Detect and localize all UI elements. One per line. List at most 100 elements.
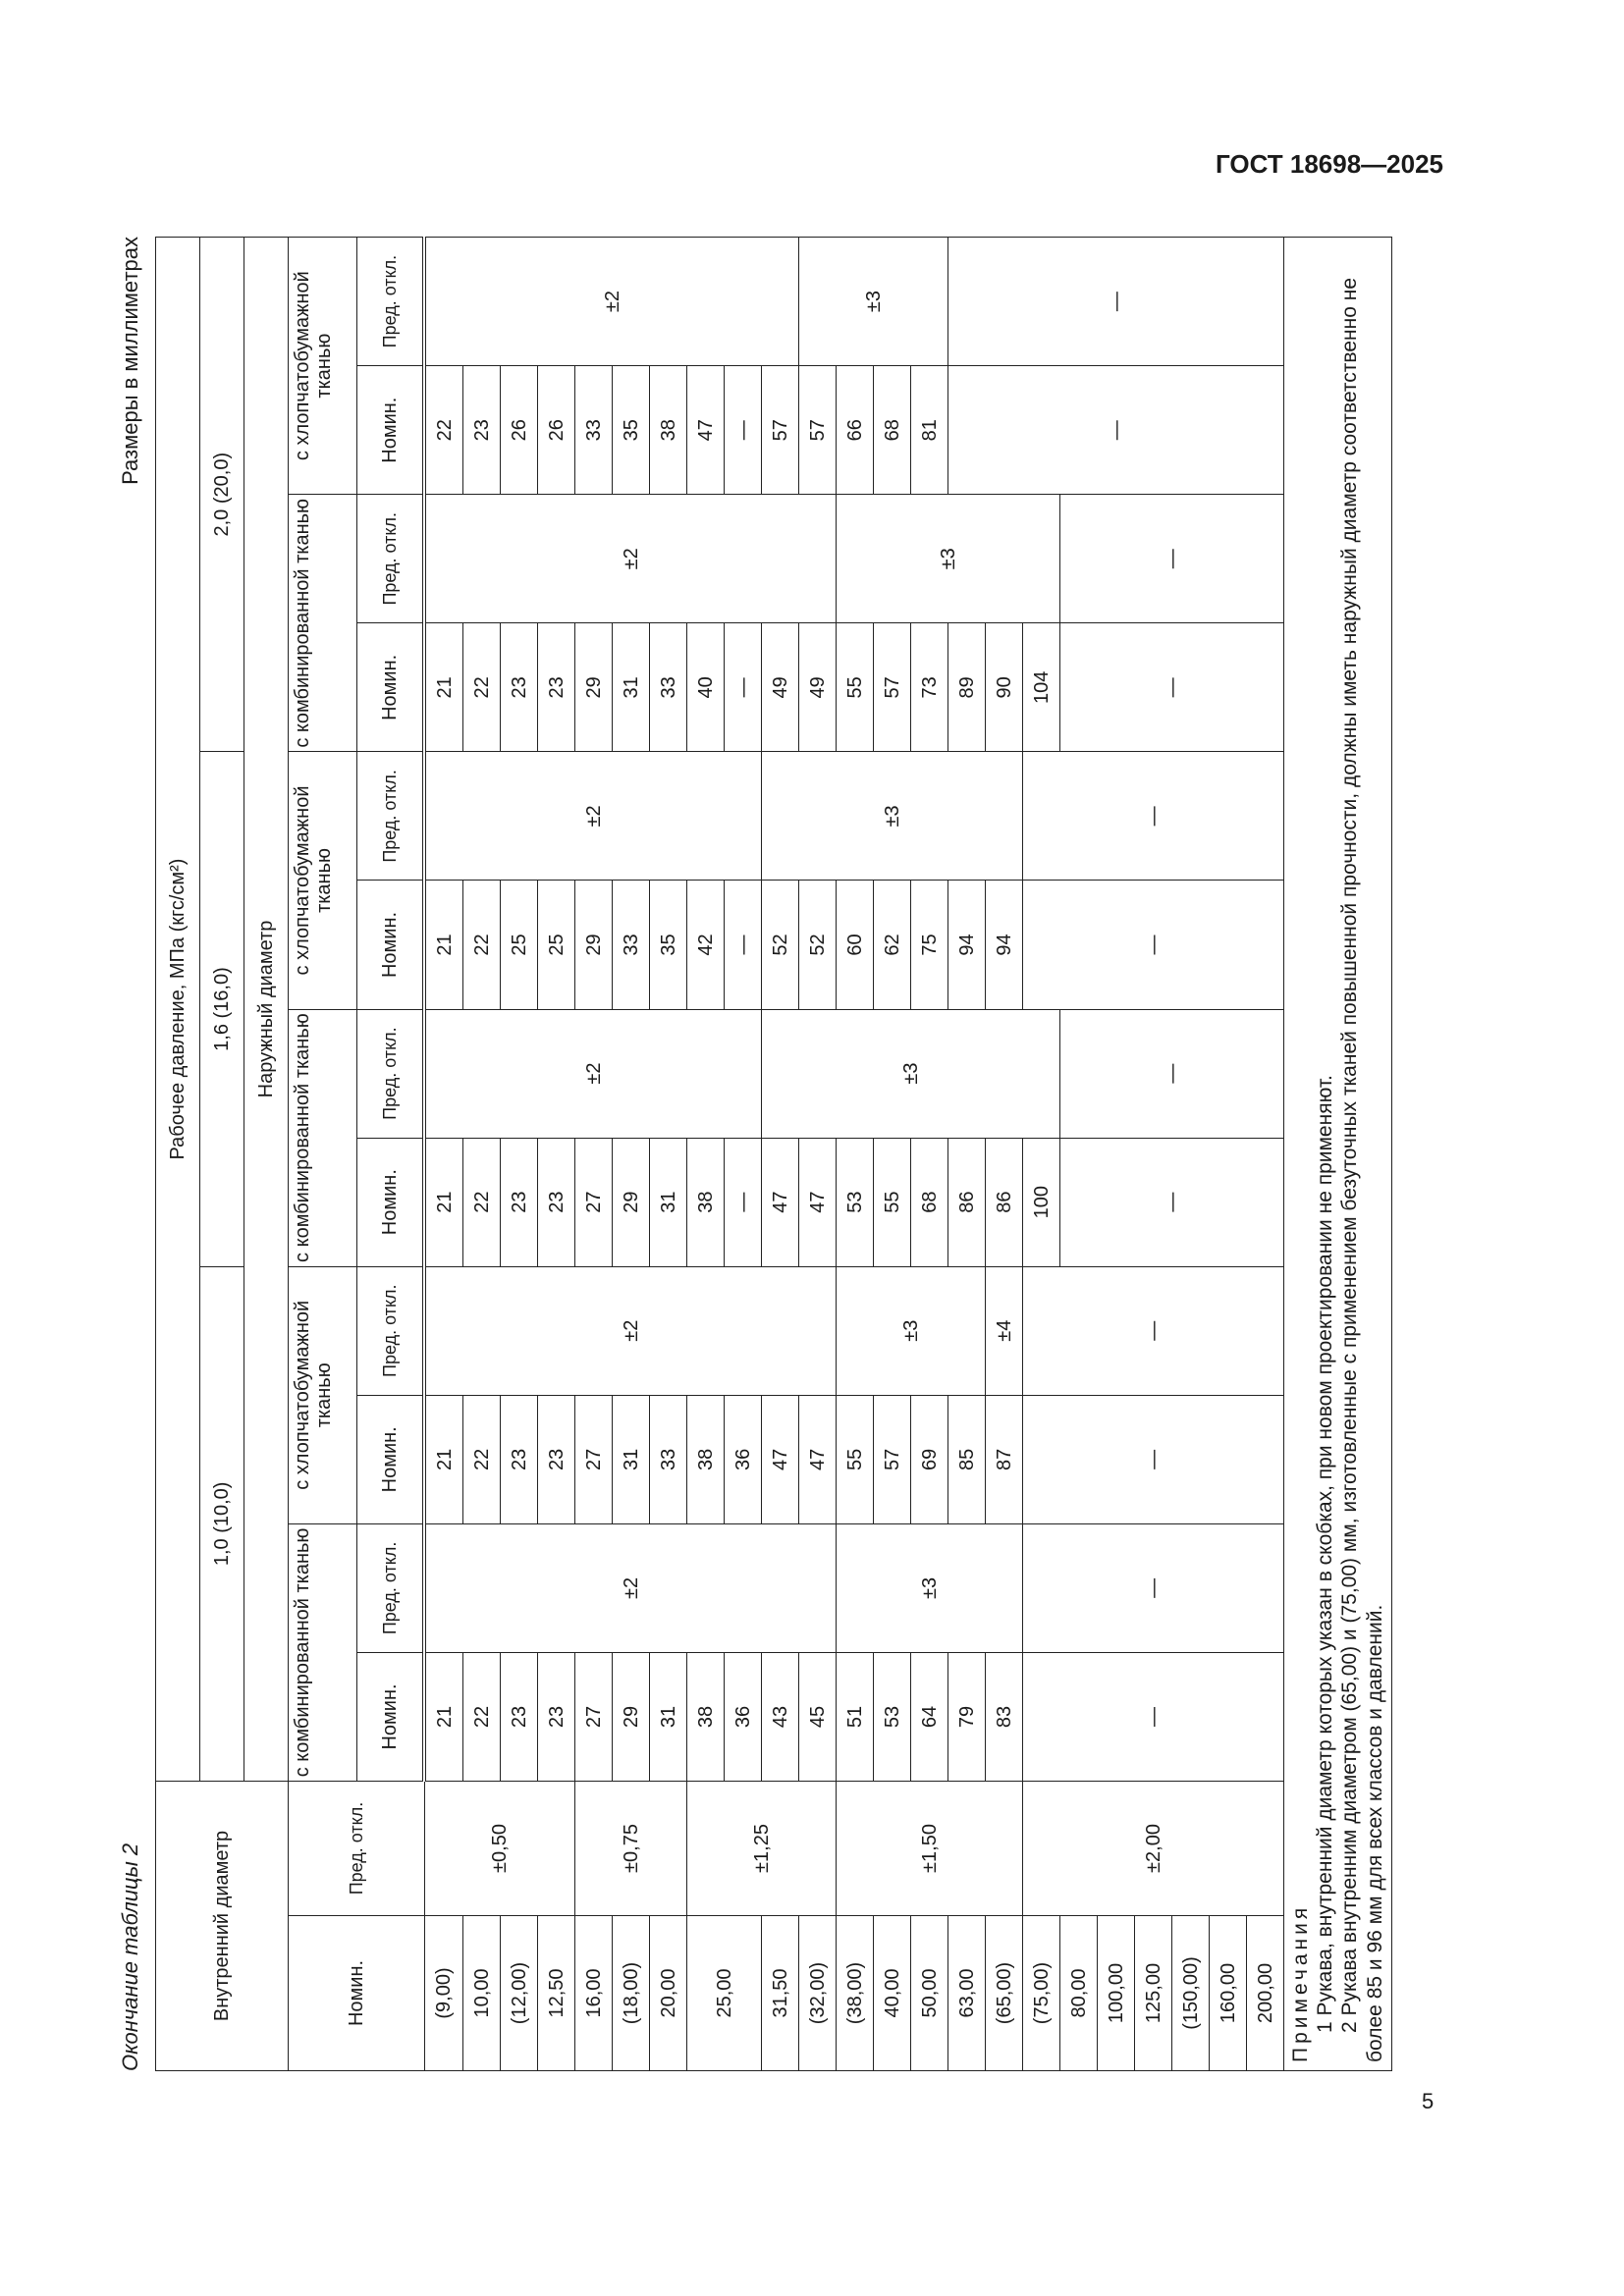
- document-code: ГОСТ 18698—2025: [1216, 149, 1443, 179]
- cell-p1-cotton-tol: ±3: [836, 1266, 986, 1396]
- cell-p2-cotton-nom: 21: [424, 880, 463, 1010]
- cell-p1-combined-nom: 79: [947, 1652, 986, 1782]
- cell-p2-cotton-tol: —: [1022, 751, 1284, 881]
- cell-inner-nom: 200,00: [1246, 1915, 1284, 2071]
- cell-p3-combined-tol: —: [1059, 494, 1284, 623]
- cell-p1-combined-nom: 31: [649, 1652, 687, 1782]
- cell-p3-cotton-nom: —: [947, 365, 1284, 495]
- header-p3-cotton: с хлопчатобумажной тканью: [288, 237, 357, 495]
- cell-inner-nom: (9,00): [424, 1915, 463, 2071]
- cell-p2-combined-nom: 68: [910, 1138, 948, 1267]
- cell-p2-combined-nom: 22: [462, 1138, 501, 1267]
- header-p3-combined: с комбинированной тканью: [288, 494, 357, 752]
- cell-inner-tol: ±2,00: [1022, 1781, 1284, 1916]
- cell-p1-cotton-nom: 27: [574, 1395, 613, 1524]
- header-pressure-2: 1,6 (16,0): [199, 751, 244, 1267]
- cell-inner-nom: 25,00: [686, 1915, 762, 2071]
- cell-inner-nom: 40,00: [873, 1915, 911, 2071]
- cell-inner-nom: 12,50: [537, 1915, 575, 2071]
- notes-title: Примечания: [1289, 1903, 1312, 2062]
- cell-p2-cotton-nom: 25: [537, 880, 575, 1010]
- subheader-tol: Пред. откл.: [356, 237, 424, 366]
- cell-p1-cotton-nom: 69: [910, 1395, 948, 1524]
- cell-p1-cotton-nom: 22: [462, 1395, 501, 1524]
- cell-p3-cotton-tol: ±3: [798, 237, 948, 366]
- cell-p2-combined-nom: 38: [686, 1138, 725, 1267]
- cell-p3-combined-nom: 40: [686, 622, 725, 752]
- header-p1-combined: с комбинированной тканью: [288, 1523, 357, 1782]
- cell-p1-cotton-nom: 85: [947, 1395, 986, 1524]
- cell-inner-nom: 16,00: [574, 1915, 613, 2071]
- cell-p1-combined-nom: 51: [836, 1652, 874, 1782]
- cell-p2-combined-nom: 47: [761, 1138, 799, 1267]
- subheader-tol: Пред. откл.: [356, 751, 424, 881]
- cell-inner-nom: 31,50: [761, 1915, 799, 2071]
- cell-p3-cotton-nom: 33: [574, 365, 613, 495]
- cell-p1-combined-nom: 38: [686, 1652, 725, 1782]
- cell-p1-combined-nom: 43: [761, 1652, 799, 1782]
- subheader-tol: Пред. откл.: [356, 1009, 424, 1139]
- cell-p1-cotton-nom: 87: [985, 1395, 1023, 1524]
- cell-p3-combined-nom: 29: [574, 622, 613, 752]
- cell-p1-combined-tol: —: [1022, 1523, 1284, 1653]
- header-p2-combined: с комбинированной тканью: [288, 1009, 357, 1267]
- cell-p2-cotton-nom: 52: [761, 880, 799, 1010]
- cell-p2-combined-nom: 100: [1022, 1138, 1060, 1267]
- cell-p2-combined-tol: —: [1059, 1009, 1284, 1139]
- cell-inner-tol: ±1,50: [836, 1781, 1023, 1916]
- cell-p2-combined-tol: ±2: [424, 1009, 762, 1139]
- note-2: 2 Рукава внутренним диаметром (65,00) и …: [1338, 277, 1386, 2062]
- cell-p2-cotton-nom: 52: [798, 880, 837, 1010]
- cell-p1-cotton-nom: 23: [537, 1395, 575, 1524]
- cell-p2-cotton-nom: 33: [612, 880, 650, 1010]
- cell-inner-tol: ±1,25: [686, 1781, 837, 1916]
- cell-p2-combined-nom: 55: [873, 1138, 911, 1267]
- header-pressure-1: 1,0 (10,0): [199, 1266, 244, 1782]
- table-notes: Примечания 1 Рукава, внутренний диаметр …: [1283, 237, 1392, 2071]
- cell-p1-cotton-nom: 47: [798, 1395, 837, 1524]
- page-number: 5: [1422, 2089, 1435, 2113]
- cell-p1-cotton-nom: 33: [649, 1395, 687, 1524]
- cell-p1-combined-nom: 53: [873, 1652, 911, 1782]
- cell-p3-combined-nom: 89: [947, 622, 986, 752]
- cell-p3-combined-nom: —: [724, 622, 762, 752]
- cell-inner-nom: 10,00: [462, 1915, 501, 2071]
- cell-p1-combined-tol: ±2: [424, 1523, 837, 1653]
- rotated-table-block: Окончание таблицы 2 Размеры в миллиметра…: [110, 237, 1396, 2071]
- cell-p3-cotton-nom: 81: [910, 365, 948, 495]
- cell-p1-cotton-nom: —: [1022, 1395, 1284, 1524]
- cell-p3-cotton-nom: —: [724, 365, 762, 495]
- cell-p1-combined-nom: 27: [574, 1652, 613, 1782]
- cell-p3-combined-nom: 21: [424, 622, 463, 752]
- cell-p3-cotton-nom: 57: [761, 365, 799, 495]
- cell-p2-cotton-nom: 25: [500, 880, 538, 1010]
- cell-p3-cotton-nom: 38: [649, 365, 687, 495]
- cell-p2-cotton-nom: 35: [649, 880, 687, 1010]
- cell-p2-combined-nom: 23: [537, 1138, 575, 1267]
- cell-p1-combined-nom: 45: [798, 1652, 837, 1782]
- cell-p3-combined-nom: 55: [836, 622, 874, 752]
- cell-p1-cotton-nom: 57: [873, 1395, 911, 1524]
- cell-inner-nom: 80,00: [1059, 1915, 1098, 2071]
- cell-p3-combined-nom: 57: [873, 622, 911, 752]
- cell-p3-cotton-nom: 57: [798, 365, 837, 495]
- cell-p3-combined-nom: —: [1059, 622, 1284, 752]
- header-inner-nom: Номин.: [288, 1915, 424, 2071]
- cell-p2-combined-nom: 47: [798, 1138, 837, 1267]
- subheader-nom: Номин.: [356, 880, 424, 1010]
- cell-p1-cotton-nom: 21: [424, 1395, 463, 1524]
- note-1: 1 Рукава, внутренний диаметр которых ука…: [1314, 1075, 1337, 2033]
- cell-p3-cotton-nom: 22: [424, 365, 463, 495]
- cell-inner-nom: 63,00: [947, 1915, 986, 2071]
- cell-p1-cotton-nom: 47: [761, 1395, 799, 1524]
- cell-p3-combined-nom: 49: [798, 622, 837, 752]
- cell-p1-cotton-nom: 55: [836, 1395, 874, 1524]
- cell-p3-combined-tol: ±3: [836, 494, 1060, 623]
- cell-inner-nom: 20,00: [649, 1915, 687, 2071]
- cell-p3-combined-nom: 33: [649, 622, 687, 752]
- units-note: Размеры в миллиметрах: [118, 237, 142, 485]
- cell-p3-cotton-nom: 66: [836, 365, 874, 495]
- cell-p2-cotton-nom: 75: [910, 880, 948, 1010]
- cell-p3-cotton-tol: ±2: [424, 237, 799, 366]
- cell-p1-cotton-tol: ±2: [424, 1266, 837, 1396]
